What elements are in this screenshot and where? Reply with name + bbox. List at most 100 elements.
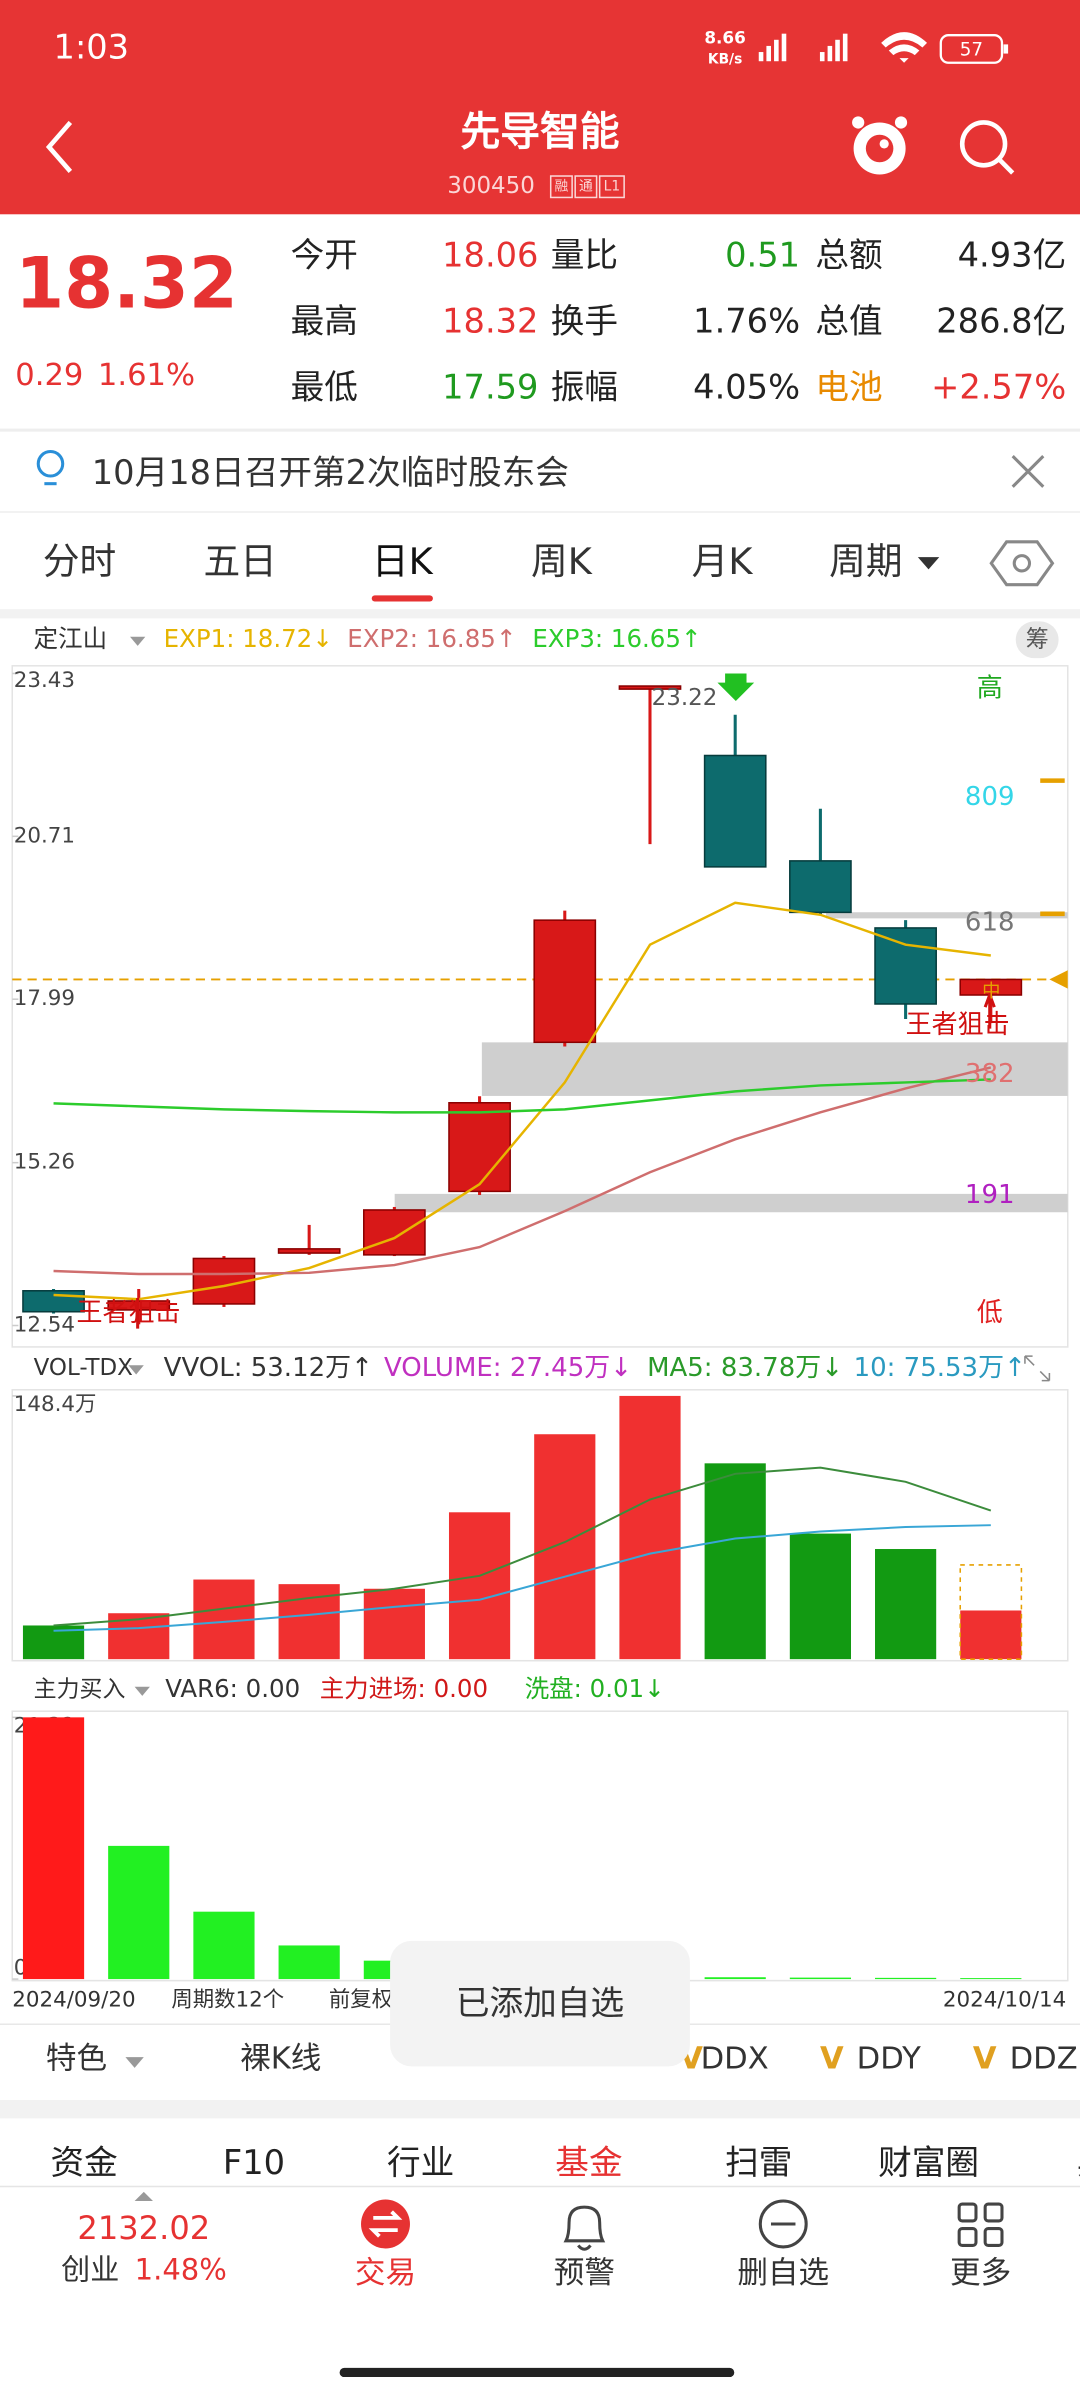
ma-line [53, 1466, 992, 1627]
candle-body [277, 1248, 341, 1254]
toolbar-item[interactable]: 特色 [46, 2042, 107, 2077]
stock-code: 300450 [447, 173, 535, 199]
tab-indicator [371, 595, 433, 602]
toolbar-item[interactable]: DDZ [1010, 2042, 1078, 2077]
level-label: 高 [977, 673, 1003, 703]
menu-item[interactable]: 资金 [50, 2143, 117, 2182]
plot-frame [11, 1710, 1069, 1982]
tab[interactable]: 日K [372, 540, 434, 583]
toast-bg [390, 1940, 690, 2067]
menu-item[interactable]: F10 [223, 2143, 285, 2182]
last-price-pointer [1049, 970, 1068, 989]
bar [875, 1977, 937, 1980]
nav-item[interactable]: 删自选 [737, 2256, 829, 2291]
close-notice[interactable] [1011, 455, 1045, 488]
gesture-bar [339, 2367, 735, 2378]
divider [0, 2185, 1080, 2188]
bar [363, 1588, 425, 1660]
menu-item[interactable]: 行业 [387, 2143, 454, 2182]
toolbar-prefix: V [973, 2042, 997, 2077]
tab[interactable]: 周K [531, 540, 593, 583]
bar [789, 1977, 851, 1980]
field-value: 4.05% [693, 367, 800, 406]
bar [22, 1717, 85, 1980]
chip-band [394, 1193, 1068, 1213]
menu-item[interactable]: 异 [1077, 2143, 1080, 2182]
toast: 已添加自选 [456, 1984, 624, 2023]
estimate-bar [959, 1564, 1023, 1660]
bar [534, 1434, 596, 1660]
indicator-name[interactable]: 定江山 [34, 624, 107, 653]
dropdown-arrow [130, 636, 146, 646]
high-arrow [717, 673, 755, 702]
nav-item[interactable]: 预警 [554, 2256, 615, 2291]
index-name: 创业 [61, 2252, 119, 2286]
settings-button[interactable] [989, 540, 1055, 587]
level-dash [1040, 778, 1065, 917]
chip-band [481, 1042, 1068, 1096]
field-value: 18.32 [442, 301, 538, 340]
index-pct: 1.48% [135, 2252, 227, 2286]
exp-line [53, 1078, 991, 1114]
signal: 王者狙击 [906, 1010, 1010, 1040]
axis-footer: 2024/09/20 [12, 1988, 135, 2013]
menu-item[interactable]: 基金 [555, 2143, 622, 2182]
indicator-name[interactable]: VOL-TDX [34, 1355, 133, 1381]
toolbar-item[interactable]: DDY [857, 2042, 921, 2077]
tab[interactable]: 周期 [829, 540, 902, 583]
chip-button[interactable]: 筹 [1026, 626, 1049, 652]
candle-body [448, 1102, 511, 1193]
level-label: 618 [965, 907, 1015, 937]
bar [448, 1512, 511, 1660]
assistant-icon[interactable] [852, 116, 908, 175]
field-value: +2.57% [931, 367, 1066, 406]
ma-line [53, 1524, 991, 1632]
field-label: 今开 [291, 236, 358, 275]
bar [704, 1463, 766, 1660]
y-tick-label: 17.99 [14, 986, 75, 1011]
nav-item[interactable]: 更多 [950, 2256, 1011, 2291]
candle-body [192, 1257, 256, 1305]
toolbar-item[interactable]: DDX [701, 2042, 769, 2077]
header-bg [0, 0, 1080, 215]
tab[interactable]: 月K [692, 540, 754, 583]
y-tick-label: 20.71 [14, 823, 75, 848]
y-tick-label: 15.26 [14, 1150, 75, 1175]
tag: 融 [555, 179, 569, 195]
bar [789, 1533, 851, 1660]
toolbar-item[interactable]: 裸K线 [240, 2042, 321, 2077]
alert-icon [563, 2205, 606, 2251]
legend-item: 主力进场: 0.00 [320, 1674, 488, 1703]
plot-frame [11, 665, 1069, 1348]
level-label: 低 [977, 1298, 1003, 1328]
signal-icons [758, 32, 928, 63]
menu-item[interactable]: 扫雷 [725, 2143, 792, 2182]
back-button[interactable] [45, 120, 73, 173]
nav-item[interactable]: 交易 [355, 2256, 416, 2291]
menu-item[interactable]: 财富圈 [878, 2143, 979, 2182]
expand-arrow [134, 2191, 153, 2202]
expand-icon[interactable] [1024, 1355, 1051, 1382]
exp-line [53, 901, 991, 1301]
index-value[interactable]: 2132.02 [77, 2209, 210, 2247]
toolbar-prefix: V [820, 2042, 844, 2077]
indicator-name[interactable]: 主力买入 [34, 1676, 126, 1702]
candle-body [22, 1290, 85, 1313]
notice[interactable]: 10月18日召开第2次临时股东会 [92, 453, 569, 492]
signal: 王者狙击 [76, 1298, 180, 1328]
bar [960, 1610, 1022, 1660]
more-icon [957, 2202, 1004, 2247]
dropdown-arrow [125, 2057, 144, 2068]
search-button[interactable] [959, 120, 1015, 175]
candle-body [618, 685, 682, 690]
function-menu: 资金 F10 行业 基金 扫雷 财富圈 异 [50, 2143, 1080, 2182]
field-value: 18.06 [442, 236, 538, 275]
candle-body [703, 754, 767, 868]
trade-icon [361, 2199, 410, 2249]
legend-item: EXP1: 18.72↓ [164, 624, 333, 653]
tab[interactable]: 五日 [203, 540, 276, 583]
remove-icon [758, 2199, 808, 2249]
tab[interactable]: 分时 [43, 540, 116, 583]
chip-button-bg[interactable] [1015, 621, 1059, 659]
